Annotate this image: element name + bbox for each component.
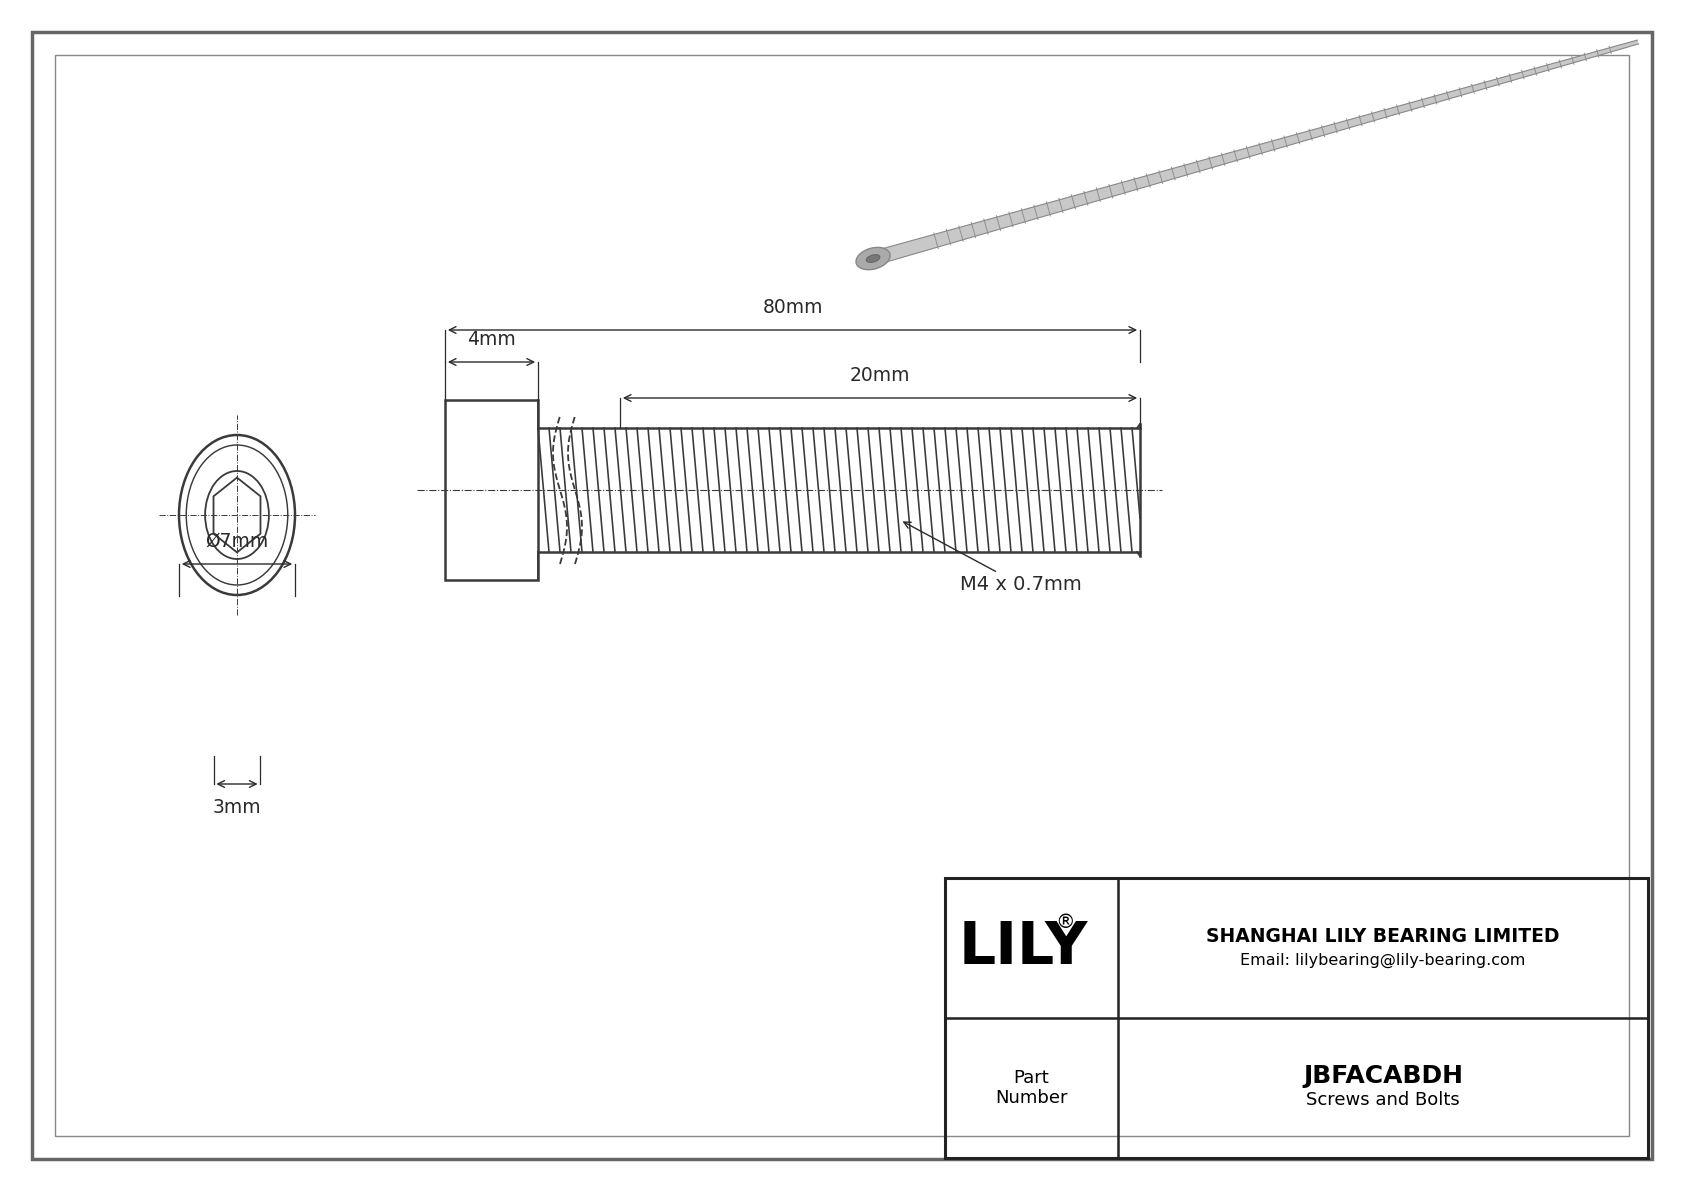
Text: 80mm: 80mm bbox=[763, 298, 823, 317]
Text: SHANGHAI LILY BEARING LIMITED: SHANGHAI LILY BEARING LIMITED bbox=[1206, 927, 1559, 946]
Text: Number: Number bbox=[995, 1089, 1068, 1106]
Text: 20mm: 20mm bbox=[850, 366, 911, 385]
Text: M4 x 0.7mm: M4 x 0.7mm bbox=[904, 522, 1081, 594]
Text: LILY: LILY bbox=[958, 919, 1088, 977]
Text: Part: Part bbox=[1014, 1070, 1049, 1087]
Text: Ø7mm: Ø7mm bbox=[205, 532, 269, 551]
Ellipse shape bbox=[855, 248, 891, 269]
Text: 4mm: 4mm bbox=[466, 330, 515, 349]
Text: 3mm: 3mm bbox=[212, 798, 261, 817]
Bar bbox=[945, 878, 1649, 1158]
Text: JBFACABDH: JBFACABDH bbox=[1303, 1064, 1463, 1089]
Ellipse shape bbox=[866, 255, 879, 262]
Bar bbox=[445, 400, 537, 580]
Text: Screws and Bolts: Screws and Bolts bbox=[1307, 1091, 1460, 1109]
Polygon shape bbox=[872, 40, 1639, 264]
Text: Email: lilybearing@lily-bearing.com: Email: lilybearing@lily-bearing.com bbox=[1241, 953, 1526, 967]
Text: ®: ® bbox=[1056, 912, 1076, 931]
